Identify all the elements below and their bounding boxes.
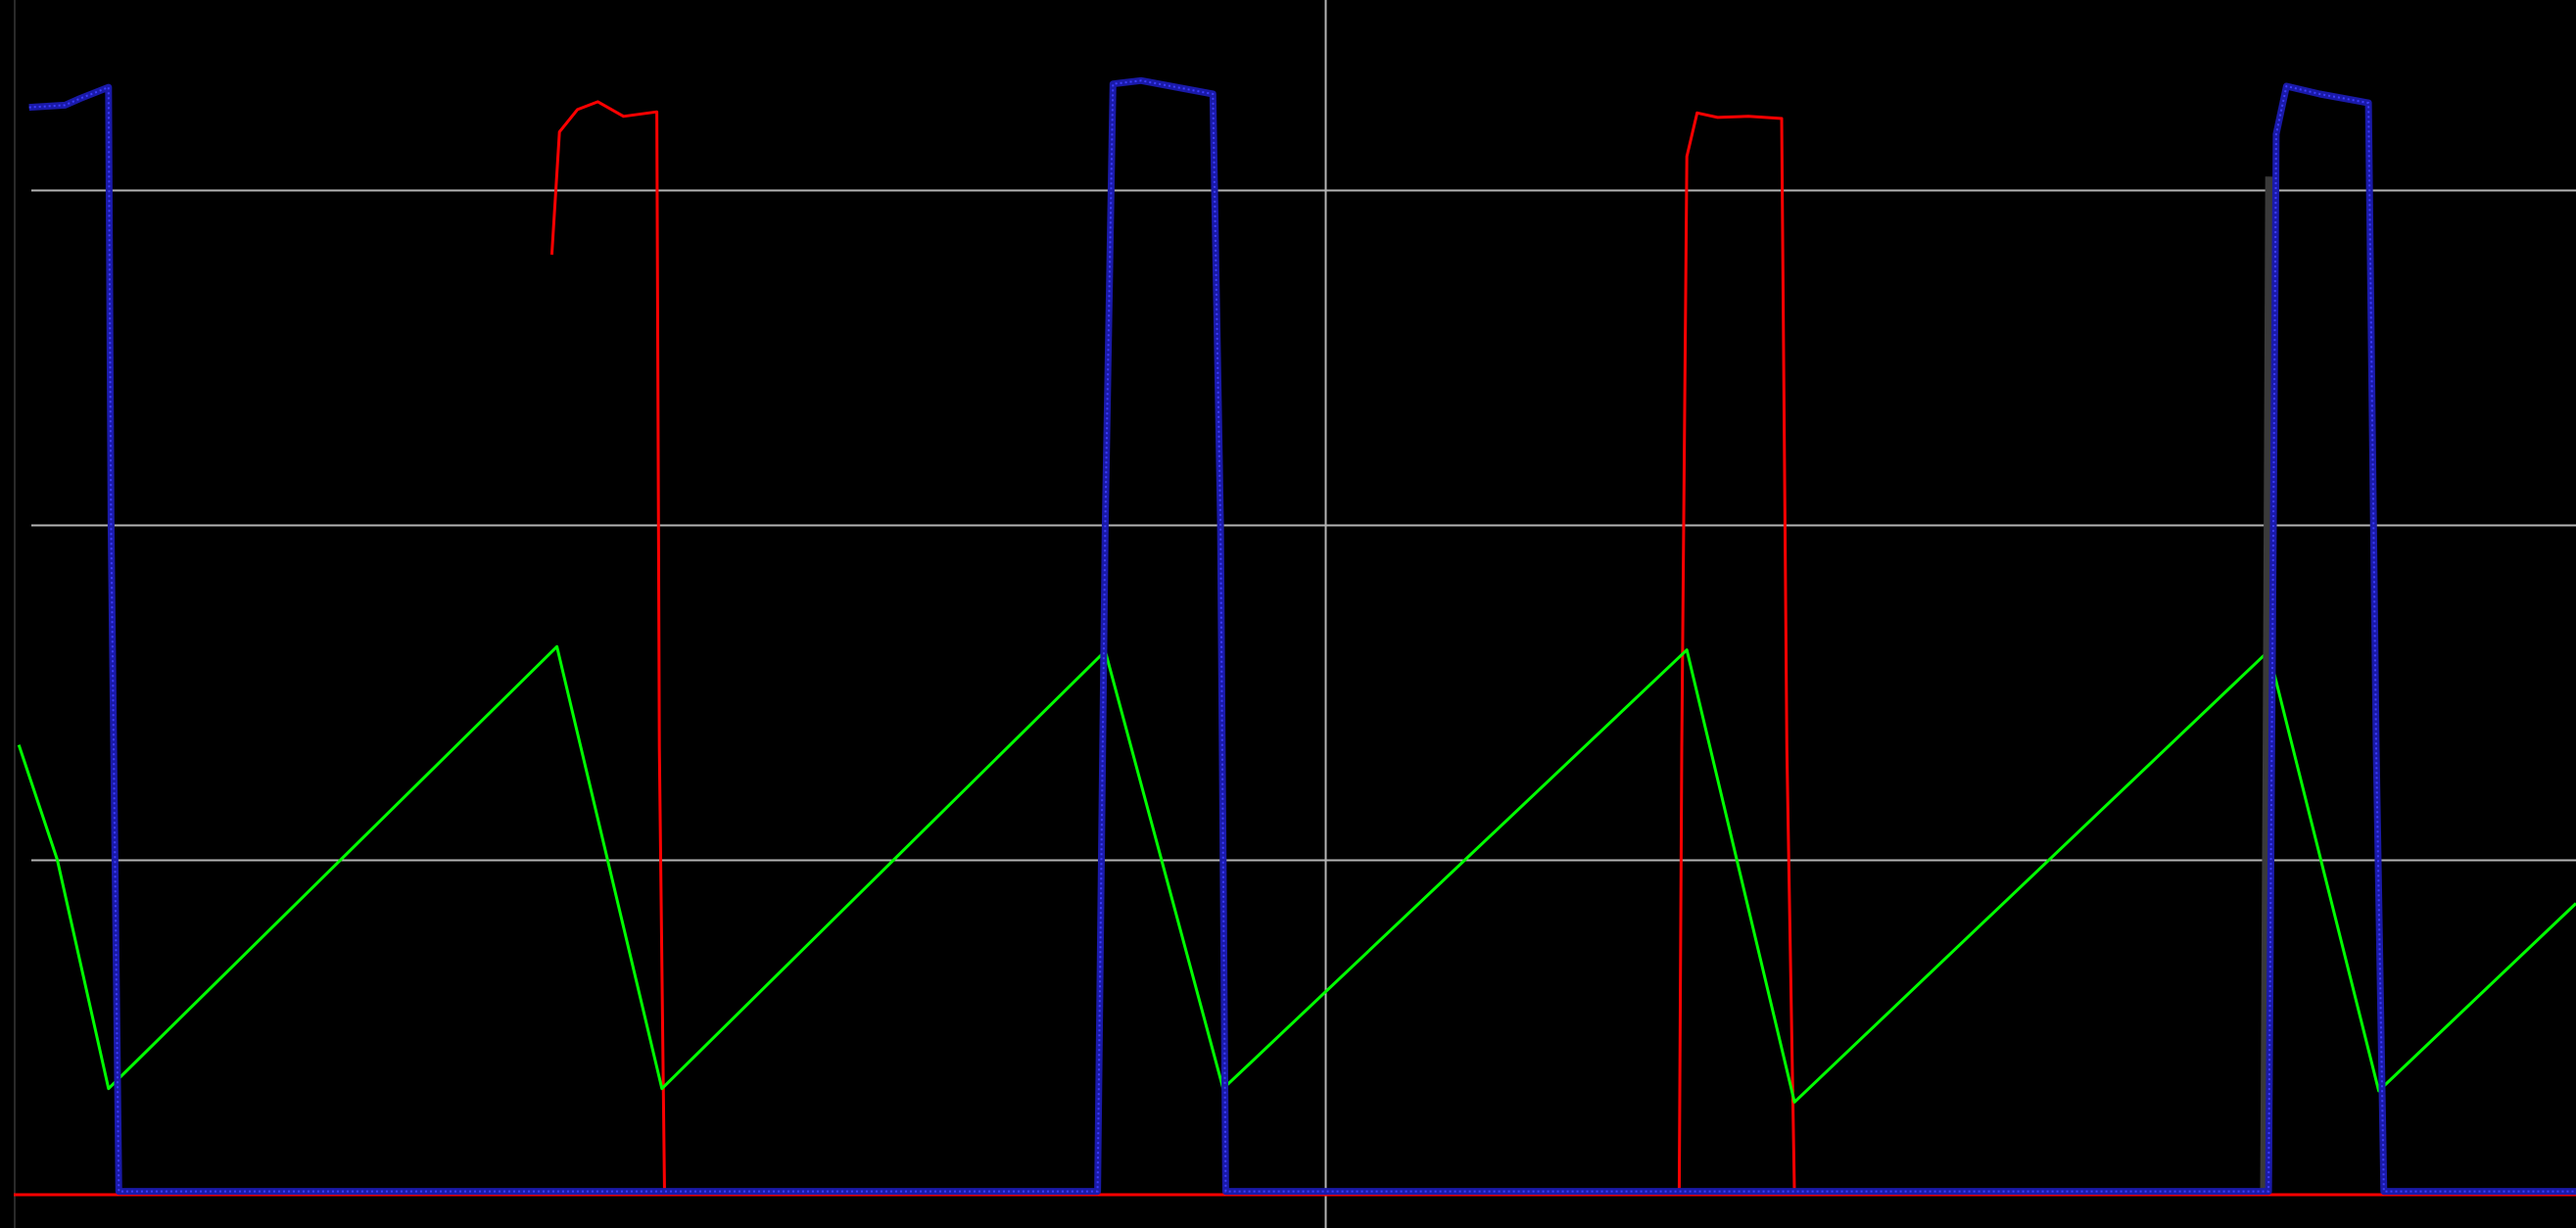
blue-pulse-trace <box>28 76 2576 1196</box>
red-pulse-trace-2 <box>1677 111 1796 1196</box>
series-layer <box>14 76 2576 1197</box>
green-sawtooth-trace <box>17 644 2576 1104</box>
grid-layer <box>14 0 2576 1228</box>
red-pulse-trace-1 <box>549 100 666 1196</box>
blue-pulse-trace-sample-dots <box>28 79 2576 1193</box>
